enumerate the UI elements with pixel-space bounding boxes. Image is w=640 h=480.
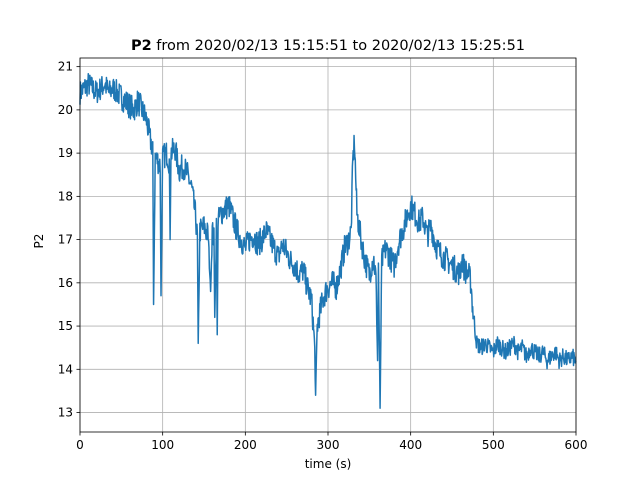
chart-title: P2 from 2020/02/13 15:15:51 to 2020/02/1… xyxy=(131,38,525,54)
x-tick-label: 200 xyxy=(234,438,257,452)
chart-title-bold: P2 xyxy=(131,38,152,54)
y-tick-label: 19 xyxy=(58,146,73,160)
y-tick-label: 18 xyxy=(58,189,73,203)
x-axis-label: time (s) xyxy=(305,457,352,471)
series-line-1 xyxy=(79,72,577,409)
y-tick-label: 21 xyxy=(58,60,73,74)
x-axis-ticks: 0 100 200 300 400 500 600 xyxy=(76,432,587,452)
x-tick-label: 600 xyxy=(565,438,588,452)
plot-frame xyxy=(79,57,577,433)
y-tick-label: 13 xyxy=(58,406,73,420)
y-axis-ticks: 13 14 15 16 17 18 19 20 21 xyxy=(58,60,80,420)
x-tick-label: 300 xyxy=(317,438,340,452)
data-layer xyxy=(79,72,577,409)
y-tick-label: 17 xyxy=(58,233,73,247)
x-tick-label: 0 xyxy=(76,438,84,452)
x-tick-label: 400 xyxy=(399,438,422,452)
y-tick-label: 14 xyxy=(58,362,73,376)
x-tick-label: 500 xyxy=(482,438,505,452)
y-axis-label: P2 xyxy=(32,234,46,249)
x-tick-label: 100 xyxy=(151,438,174,452)
y-tick-label: 15 xyxy=(58,319,73,333)
grid-lines xyxy=(79,58,577,432)
y-tick-label: 20 xyxy=(58,103,73,117)
chart-title-rest: from 2020/02/13 15:15:51 to 2020/02/13 1… xyxy=(152,38,525,54)
y-tick-label: 16 xyxy=(58,276,73,290)
